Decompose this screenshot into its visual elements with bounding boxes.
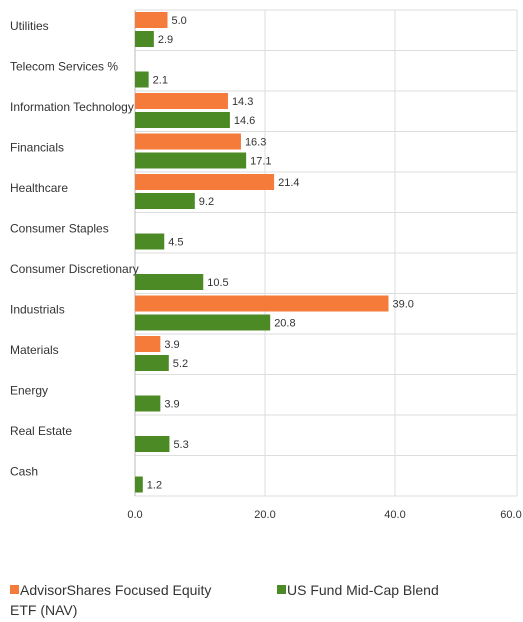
- category-label: Utilities: [10, 19, 49, 33]
- data-label: 17.1: [250, 156, 271, 168]
- bar-series-2: [135, 193, 195, 209]
- data-label: 16.3: [245, 137, 266, 149]
- legend-label-series-1: AdvisorShares Focused Equity ETF (NAV): [10, 582, 212, 618]
- bar-series-2: [135, 314, 271, 331]
- x-tick-label: 40.0: [384, 509, 405, 521]
- bar-series-1: [135, 295, 389, 312]
- category-label: Industrials: [10, 303, 65, 317]
- category-label: Real Estate: [10, 424, 72, 438]
- category-label: Consumer Staples: [10, 222, 109, 236]
- data-label: 5.3: [173, 439, 188, 451]
- category-label: Materials: [10, 343, 59, 357]
- category-label: Financials: [10, 141, 64, 155]
- bar-series-2: [135, 476, 143, 493]
- category-label: Information Technology: [10, 100, 134, 114]
- bar-series-1: [135, 12, 168, 28]
- data-label: 10.5: [207, 277, 228, 289]
- sector-bar-chart: Utilities Telecom Services % Information T…: [10, 9, 522, 521]
- category-labels: Utilities Telecom Services % Information T…: [10, 19, 139, 479]
- bar-series-2: [135, 71, 149, 88]
- legend-label-series-2: US Fund Mid-Cap Blend: [287, 582, 439, 598]
- legend-item-series-1: AdvisorShares Focused Equity ETF (NAV): [10, 580, 230, 620]
- data-label: 14.6: [234, 115, 255, 127]
- bar-series-2: [135, 395, 161, 412]
- bar-series-1: [135, 336, 161, 352]
- data-label: 21.4: [278, 177, 299, 189]
- bars: 5.0 2.9 2.1 14.3 14.6 16.3 17.1 21.4 9.2 4.5 10.5 3…: [135, 12, 414, 493]
- data-label: 3.9: [164, 339, 179, 351]
- data-label: 2.9: [158, 34, 173, 46]
- data-label: 20.8: [274, 318, 295, 330]
- bar-series-1: [135, 93, 228, 109]
- legend-item-series-2: US Fund Mid-Cap Blend: [277, 580, 517, 600]
- x-tick-label: 0.0: [127, 509, 142, 521]
- data-label: 5.0: [172, 15, 187, 27]
- bar-series-2: [135, 436, 170, 452]
- bar-series-2: [135, 233, 165, 250]
- data-label: 5.2: [173, 358, 188, 370]
- category-label: Telecom Services %: [10, 60, 118, 74]
- legend-swatch-green: [277, 585, 286, 594]
- x-axis-ticks: 0.0 20.0 40.0 60.0: [127, 509, 521, 521]
- bar-series-2: [135, 31, 154, 47]
- bar-series-1: [135, 133, 241, 150]
- bar-series-1: [135, 174, 275, 190]
- data-label: 2.1: [153, 75, 168, 87]
- legend-swatch-orange: [10, 585, 19, 594]
- bar-series-2: [135, 355, 169, 371]
- category-label: Cash: [10, 465, 38, 479]
- data-label: 9.2: [199, 196, 214, 208]
- data-label: 14.3: [232, 96, 253, 108]
- grid-lines: [134, 9, 518, 497]
- category-label: Healthcare: [10, 181, 68, 195]
- bar-series-2: [135, 274, 204, 290]
- category-label: Consumer Discretionary: [10, 262, 139, 276]
- category-label: Energy: [10, 384, 48, 398]
- bar-series-2: [135, 152, 247, 169]
- x-tick-label: 20.0: [254, 509, 275, 521]
- data-label: 39.0: [393, 299, 414, 311]
- data-label: 3.9: [164, 399, 179, 411]
- bar-series-2: [135, 112, 230, 128]
- data-label: 4.5: [168, 237, 183, 249]
- data-label: 1.2: [147, 480, 162, 492]
- x-tick-label: 60.0: [500, 509, 521, 521]
